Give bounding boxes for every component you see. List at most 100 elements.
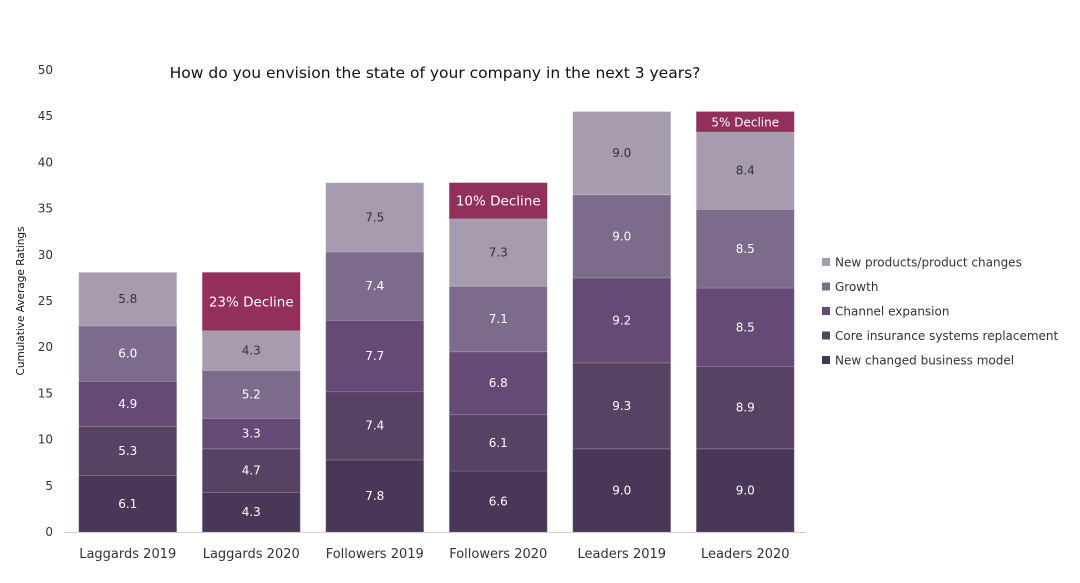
data-label: 4.7 [242,464,261,478]
data-label: 7.4 [365,419,384,433]
legend-swatch [822,307,830,315]
decline-label: 10% Decline [456,194,541,210]
data-label: 4.3 [242,343,261,357]
y-tick-label: 50 [38,63,53,77]
data-label: 7.5 [365,210,384,224]
data-label: 5.8 [118,292,137,306]
bar-segment [325,319,425,393]
data-label: 4.9 [118,397,137,411]
bar-segment [201,417,301,450]
data-label: 7.8 [365,489,384,503]
legend-label: Channel expansion [835,305,949,319]
data-label: 9.0 [736,483,755,497]
y-axis: 0 5 10 15 20 25 30 35 40 45 50 [38,63,806,539]
bar-segment [78,271,178,327]
data-label: 7.1 [489,312,508,326]
bar-segment [448,351,548,416]
bar-segment [201,369,301,419]
legend-label: New changed business model [835,354,1014,368]
y-tick-label: 25 [38,294,53,308]
data-label: 9.0 [612,229,631,243]
y-tick-label: 35 [38,202,53,216]
data-label: 6.6 [489,495,508,509]
data-label: 8.4 [736,164,755,178]
bar-segment [201,330,301,371]
bar-stack: 9.0 8.9 8.5 8.5 8.4 5% Decline [695,111,795,533]
data-label: 4.3 [242,505,261,519]
data-label: 8.5 [736,320,755,334]
bar-segment [572,448,672,533]
bar-segment [448,285,548,353]
bar-segment [572,194,672,279]
y-tick-label: 45 [38,109,53,123]
data-label: 5.3 [118,444,137,458]
data-label: 9.2 [612,313,631,327]
bar-segment [572,111,672,196]
data-label: 8.9 [736,401,755,415]
bar-segment [572,362,672,450]
y-tick-label: 40 [38,155,53,169]
legend-item: New products/product changes [822,256,1022,270]
legend-swatch [822,282,830,291]
legend-item: Growth [822,280,878,294]
data-label: 5.2 [242,387,261,401]
bar-segment [572,277,672,364]
x-tick-label: Leaders 2020 [701,547,790,562]
bar-segment [78,426,178,477]
bar-segment [201,491,301,533]
x-tick-label: Laggards 2019 [79,547,176,562]
data-label: 9.3 [612,399,631,413]
bars: 6.1 5.3 4.9 6.0 5.8 4.3 4.7 3.3 5.2 4.3 23% Declin… [78,111,795,533]
y-tick-label: 20 [38,340,53,354]
data-label: 6.0 [118,347,137,361]
data-label: 7.4 [365,279,384,293]
legend-swatch [822,258,830,266]
data-label: 9.0 [612,483,631,497]
y-axis-label: Cumulative Average Ratings [15,226,27,375]
bar-segment [695,366,795,450]
x-axis: Laggards 2019 Laggards 2020 Followers 2019… [79,547,789,562]
decline-segment [696,111,795,132]
bar-segment [695,131,795,211]
y-tick-label: 30 [38,248,53,262]
bar-stack: 6.6 6.1 6.8 7.1 7.3 10% Decline [448,182,548,533]
y-tick-label: 5 [45,479,53,493]
legend-item: Core insurance systems replacement [822,329,1059,343]
data-label: 6.1 [118,497,137,511]
bar-segment [695,448,795,533]
x-tick-label: Laggards 2020 [203,547,300,562]
x-tick-label: Followers 2020 [449,547,547,562]
legend: New products/product changes Growth Channe… [822,256,1059,368]
data-label: 7.7 [365,349,384,363]
x-tick-label: Followers 2019 [326,547,424,562]
y-tick-label: 0 [45,525,53,539]
decline-label: 23% Decline [209,294,294,310]
data-label: 6.8 [489,376,508,390]
y-tick-label: 15 [38,386,53,400]
bar-segment [325,251,425,321]
data-label: 9.0 [612,146,631,160]
bar-segment [78,380,178,428]
legend-item: Channel expansion [822,305,949,319]
bar-stack: 7.8 7.4 7.7 7.4 7.5 [325,182,425,533]
bar-segment [325,182,425,253]
bar-stack: 4.3 4.7 3.3 5.2 4.3 23% Decline [201,272,301,533]
legend-swatch [822,356,830,364]
legend-label: Growth [835,280,878,294]
data-label: 3.3 [242,427,261,441]
bar-segment [448,218,548,287]
data-label: 6.1 [489,436,508,450]
legend-item: New changed business model [822,354,1014,368]
bar-segment [448,414,548,472]
legend-label: Core insurance systems replacement [835,329,1059,343]
decline-label: 5% Decline [711,116,779,130]
y-tick-label: 10 [38,433,53,447]
bar-segment [325,459,425,533]
legend-swatch [822,331,830,340]
bar-segment [78,475,178,533]
data-label: 7.3 [489,245,508,259]
data-label: 8.5 [736,242,755,256]
x-tick-label: Leaders 2019 [577,547,666,562]
